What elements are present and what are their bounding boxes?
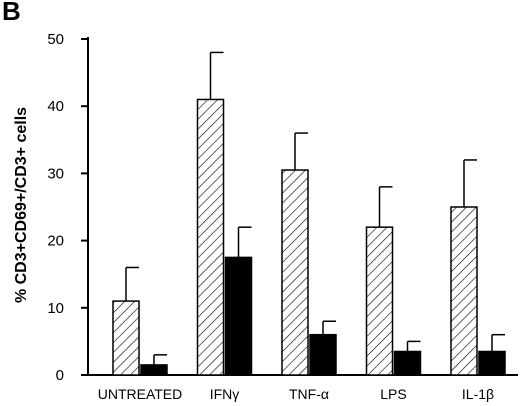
bar-hatched bbox=[450, 206, 478, 376]
y-tick-label: 30 bbox=[47, 165, 64, 182]
y-tick-label: 40 bbox=[47, 98, 64, 115]
bar-hatched bbox=[365, 226, 394, 376]
x-tick-label: IFNγ bbox=[210, 386, 240, 402]
x-tick-label: LPS bbox=[380, 386, 406, 402]
bar-solid bbox=[309, 333, 337, 376]
x-tick-label: IL-1β bbox=[462, 386, 494, 402]
panel-label: B bbox=[2, 0, 21, 26]
bar-hatched bbox=[112, 300, 140, 376]
bar-hatched bbox=[281, 169, 309, 376]
y-tick-label: 50 bbox=[47, 31, 64, 48]
y-tick-label: 20 bbox=[47, 233, 64, 250]
bar-solid bbox=[140, 364, 168, 376]
x-tick-label: TNF-α bbox=[289, 386, 329, 402]
bar-solid bbox=[478, 350, 506, 376]
y-ticks: 0 10 20 30 40 50 bbox=[47, 31, 88, 384]
bar-hatched bbox=[196, 98, 225, 376]
x-tick-label: UNTREATED bbox=[98, 386, 183, 402]
bar-solid bbox=[224, 256, 253, 376]
x-tick-labels: UNTREATED IFNγ TNF-α LPS IL-1β bbox=[98, 386, 494, 402]
bars bbox=[112, 51, 506, 376]
y-tick-label: 0 bbox=[56, 367, 64, 384]
bar-solid bbox=[393, 350, 422, 376]
y-tick-label: 10 bbox=[47, 300, 64, 317]
